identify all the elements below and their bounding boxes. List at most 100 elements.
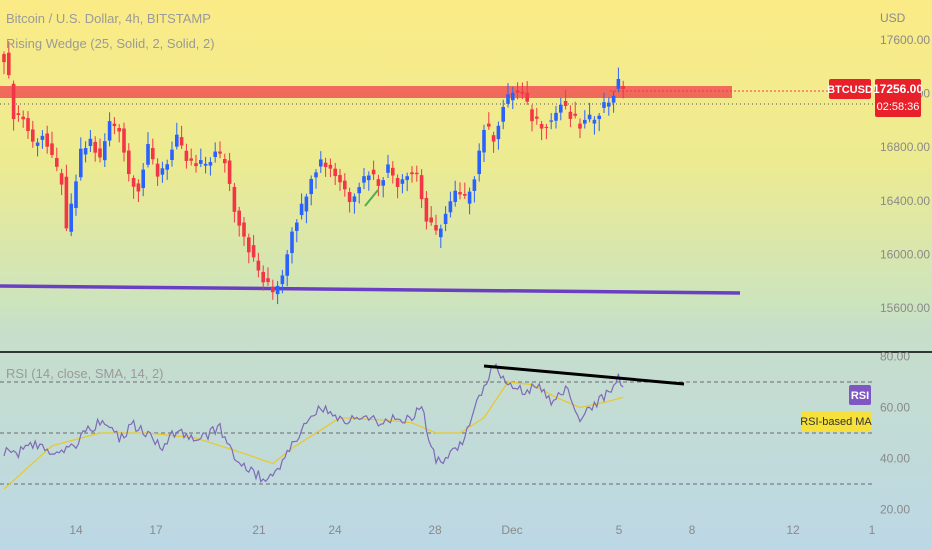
candle-body[interactable] bbox=[333, 168, 337, 177]
candle-body[interactable] bbox=[343, 180, 347, 190]
candle-body[interactable] bbox=[525, 92, 529, 102]
candle-body[interactable] bbox=[520, 91, 525, 94]
candle-body[interactable] bbox=[136, 183, 141, 192]
candle-body[interactable] bbox=[439, 228, 443, 238]
candle-body[interactable] bbox=[506, 94, 510, 104]
candle-body[interactable] bbox=[501, 107, 505, 122]
candle-body[interactable] bbox=[160, 168, 165, 175]
candle-body[interactable] bbox=[563, 100, 568, 106]
resistance-zone[interactable] bbox=[0, 86, 732, 98]
candle-body[interactable] bbox=[530, 109, 534, 122]
candle-body[interactable] bbox=[496, 125, 501, 140]
candles[interactable] bbox=[2, 41, 625, 305]
candle-body[interactable] bbox=[69, 203, 73, 232]
candle-body[interactable] bbox=[290, 231, 294, 254]
candle-body[interactable] bbox=[194, 163, 198, 167]
candle-body[interactable] bbox=[587, 114, 592, 120]
candle-body[interactable] bbox=[247, 237, 251, 253]
candle-body[interactable] bbox=[376, 179, 381, 186]
candle-body[interactable] bbox=[107, 121, 112, 141]
candle-body[interactable] bbox=[568, 111, 573, 119]
support-trendline[interactable] bbox=[0, 284, 741, 295]
candle-body[interactable] bbox=[415, 172, 419, 175]
candle-body[interactable] bbox=[131, 178, 136, 187]
rsi-tag[interactable]: RSI RSI-based MA bbox=[800, 385, 872, 431]
candle-body[interactable] bbox=[199, 160, 203, 164]
candle-body[interactable] bbox=[223, 158, 227, 164]
candle-body[interactable] bbox=[554, 112, 558, 121]
candle-body[interactable] bbox=[175, 134, 179, 147]
candle-body[interactable] bbox=[491, 135, 496, 142]
candle-body[interactable] bbox=[189, 158, 193, 161]
candle-body[interactable] bbox=[367, 175, 371, 181]
candle-body[interactable] bbox=[261, 271, 265, 283]
candle-body[interactable] bbox=[621, 86, 625, 89]
candle-body[interactable] bbox=[275, 285, 280, 295]
candle-body[interactable] bbox=[184, 150, 189, 161]
candle-body[interactable] bbox=[242, 222, 246, 237]
candle-body[interactable] bbox=[597, 115, 601, 120]
candle-body[interactable] bbox=[429, 217, 433, 223]
candle-body[interactable] bbox=[232, 186, 237, 212]
candle-body[interactable] bbox=[40, 135, 45, 140]
price-tag[interactable]: BTCUSD 17256.00 02:58:36 bbox=[827, 79, 923, 117]
rsi-ma-line[interactable] bbox=[3, 381, 624, 490]
candle-body[interactable] bbox=[98, 148, 102, 158]
candle-body[interactable] bbox=[323, 162, 328, 168]
candle-body[interactable] bbox=[583, 119, 587, 124]
candle-body[interactable] bbox=[424, 197, 429, 222]
candle-body[interactable] bbox=[616, 78, 621, 89]
candle-body[interactable] bbox=[515, 90, 520, 93]
candle-body[interactable] bbox=[208, 162, 213, 166]
candle-body[interactable] bbox=[371, 169, 376, 175]
candle-body[interactable] bbox=[544, 126, 549, 129]
rsi-line[interactable] bbox=[3, 362, 624, 483]
candle-body[interactable] bbox=[218, 151, 222, 154]
candle-body[interactable] bbox=[117, 128, 121, 132]
candle-body[interactable] bbox=[559, 104, 563, 113]
candle-body[interactable] bbox=[386, 164, 390, 173]
candle-body[interactable] bbox=[453, 190, 457, 202]
candle-body[interactable] bbox=[55, 158, 59, 167]
candle-body[interactable] bbox=[405, 176, 409, 180]
candle-body[interactable] bbox=[237, 210, 241, 226]
candle-body[interactable] bbox=[16, 113, 21, 116]
candle-body[interactable] bbox=[271, 286, 275, 293]
candle-body[interactable] bbox=[362, 176, 366, 183]
wedge-segment[interactable] bbox=[364, 189, 379, 207]
candle-body[interactable] bbox=[122, 128, 126, 153]
candle-body[interactable] bbox=[487, 123, 491, 127]
candle-body[interactable] bbox=[602, 102, 606, 108]
candle-body[interactable] bbox=[227, 160, 232, 184]
candle-body[interactable] bbox=[146, 144, 150, 165]
candle-body[interactable] bbox=[381, 180, 385, 186]
candle-body[interactable] bbox=[31, 129, 35, 142]
candle-body[interactable] bbox=[45, 133, 49, 147]
candle-body[interactable] bbox=[11, 83, 16, 120]
candle-body[interactable] bbox=[251, 245, 256, 258]
candle-body[interactable] bbox=[477, 150, 481, 175]
candle-body[interactable] bbox=[74, 181, 78, 208]
candle-body[interactable] bbox=[2, 54, 6, 63]
candle-body[interactable] bbox=[59, 173, 64, 185]
candle-body[interactable] bbox=[127, 150, 131, 175]
candle-body[interactable] bbox=[26, 118, 30, 132]
candle-body[interactable] bbox=[357, 187, 361, 194]
candle-body[interactable] bbox=[299, 203, 304, 216]
candle-body[interactable] bbox=[395, 177, 400, 187]
candle-body[interactable] bbox=[578, 123, 582, 129]
candle-body[interactable] bbox=[266, 278, 270, 283]
candle-body[interactable] bbox=[7, 52, 11, 76]
candle-body[interactable] bbox=[328, 164, 333, 169]
candle-body[interactable] bbox=[50, 143, 54, 155]
candle-body[interactable] bbox=[203, 163, 208, 166]
candle-body[interactable] bbox=[83, 147, 88, 155]
candle-body[interactable] bbox=[467, 191, 472, 204]
candle-body[interactable] bbox=[400, 179, 405, 184]
candle-body[interactable] bbox=[314, 172, 318, 178]
candle-body[interactable] bbox=[434, 225, 438, 231]
candle-body[interactable] bbox=[79, 148, 83, 178]
candle-body[interactable] bbox=[103, 141, 107, 161]
candle-body[interactable] bbox=[213, 151, 217, 158]
